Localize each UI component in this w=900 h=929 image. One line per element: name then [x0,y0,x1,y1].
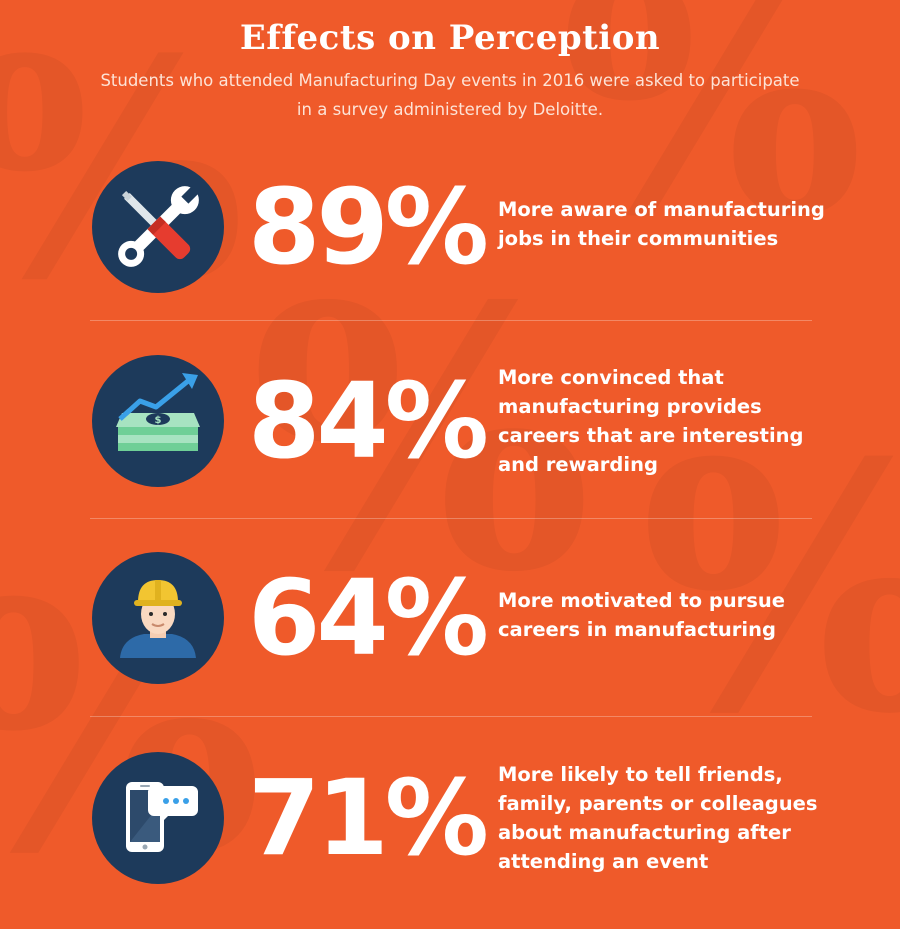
divider [90,518,812,519]
stat-description: More aware of manufacturing jobs in thei… [498,198,825,250]
icon-circle [92,161,224,293]
header: Effects on Perception Students who atten… [0,18,900,124]
stat-description: More convinced that manufacturing provid… [498,366,804,476]
svg-text:$: $ [155,415,162,426]
divider [90,716,812,717]
divider [90,320,812,321]
stat-percent: 64% [248,557,489,679]
money-growth-icon: $ [116,373,200,451]
stat-row-likely-to-tell: 71% More likely to tell friends, family,… [0,752,900,902]
smartphone-chat-icon [126,782,198,852]
wrench-screwdriver-icon [118,185,200,267]
page-subtitle: Students who attended Manufacturing Day … [100,71,800,119]
stat-row-aware: 89% More aware of manufacturing jobs in … [0,155,900,305]
stat-row-motivated: 64% More motivated to pursue careers in … [0,552,900,702]
stat-row-convinced: $ 84% More convinced that manufacturing … [0,355,900,505]
icon-circle [92,752,224,884]
page-title: Effects on Perception [239,18,661,58]
stat-description: More likely to tell friends, family, par… [498,763,818,873]
stat-description: More motivated to pursue careers in manu… [498,589,785,641]
stat-percent: 84% [248,360,489,482]
stat-percent: 89% [248,166,489,288]
icon-circle [92,552,224,684]
icon-circle: $ [92,355,224,487]
hardhat-worker-icon [120,580,196,658]
stat-percent: 71% [248,757,489,879]
